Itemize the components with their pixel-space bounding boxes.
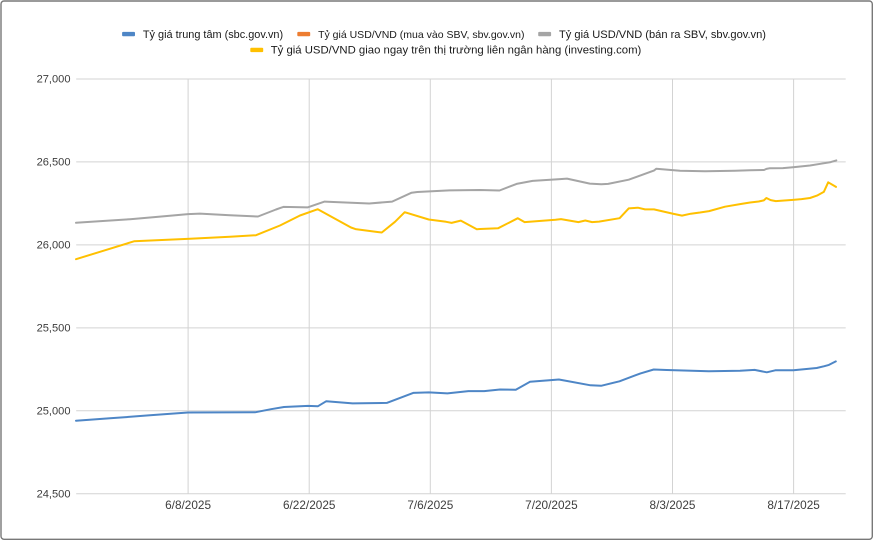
svg-text:7/6/2025: 7/6/2025 [407,498,453,512]
svg-text:8/3/2025: 8/3/2025 [650,498,696,512]
svg-text:6/8/2025: 6/8/2025 [165,498,211,512]
svg-text:26,500: 26,500 [37,157,71,169]
svg-text:Tỷ giá USD/VND (bán ra SBV, sb: Tỷ giá USD/VND (bán ra SBV, sbv.gov.vn) [559,29,766,41]
svg-text:24,500: 24,500 [37,489,71,501]
svg-text:26,000: 26,000 [37,240,71,252]
svg-text:27,000: 27,000 [37,74,71,86]
svg-text:8/17/2025: 8/17/2025 [767,498,820,512]
svg-text:Tỷ giá trung tâm (sbc.gov.vn): Tỷ giá trung tâm (sbc.gov.vn) [143,29,283,41]
svg-text:Tỷ giá USD/VND (mua vào SBV, s: Tỷ giá USD/VND (mua vào SBV, sbv.gov.vn) [318,29,524,41]
svg-text:25,000: 25,000 [37,406,71,418]
svg-text:25,500: 25,500 [37,323,71,335]
svg-text:7/20/2025: 7/20/2025 [525,498,578,512]
svg-text:6/22/2025: 6/22/2025 [283,498,336,512]
svg-text:Tỷ giá USD/VND giao ngay trên: Tỷ giá USD/VND giao ngay trên thị trường… [271,45,642,57]
